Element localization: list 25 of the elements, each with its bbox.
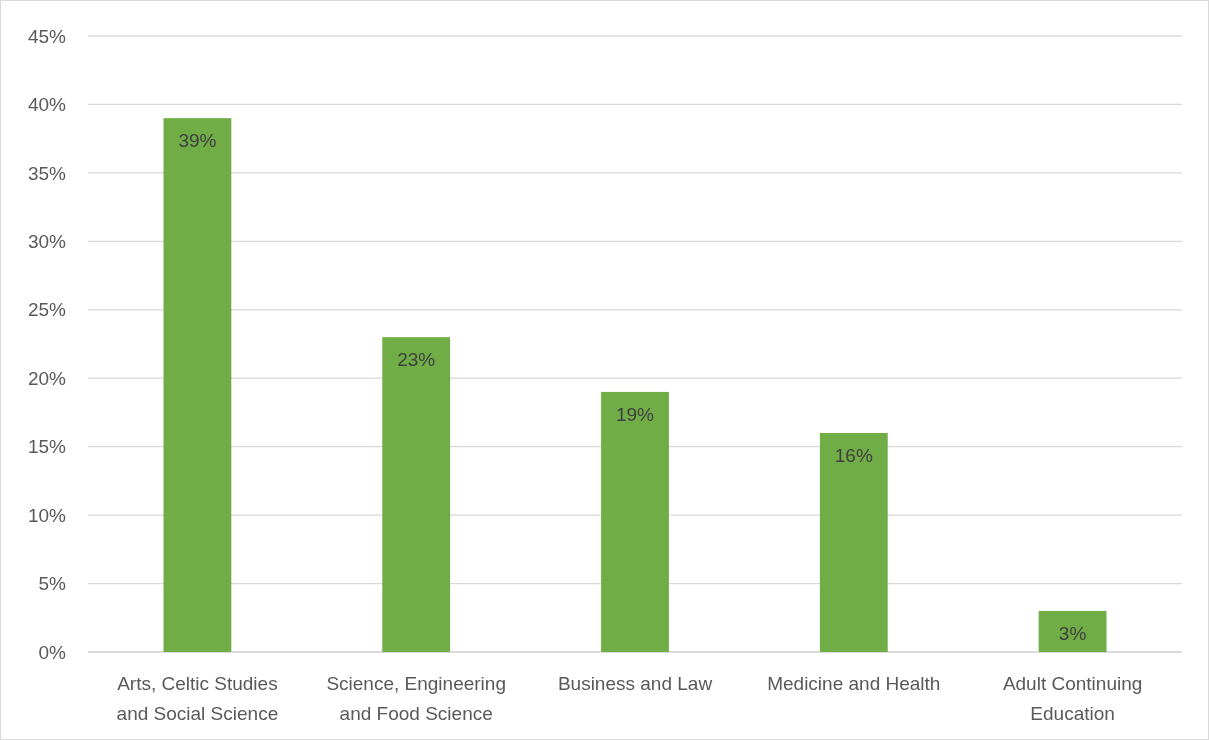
y-tick-label: 5% [38, 573, 67, 595]
y-tick-label: 30% [27, 230, 67, 252]
bar [601, 391, 669, 652]
x-tick-label: Arts, Celtic Studies and Social Science [116, 673, 279, 724]
y-tick-label: 35% [27, 162, 67, 184]
y-tick-label: 25% [27, 299, 67, 321]
bar [163, 118, 232, 652]
y-tick-label: 0% [38, 641, 67, 663]
data-label: 16% [834, 444, 873, 466]
y-tick-label: 15% [27, 436, 67, 458]
bar [382, 337, 451, 652]
y-tick-label: 10% [27, 504, 67, 526]
data-label: 39% [178, 130, 217, 152]
bar [1038, 610, 1107, 652]
data-label: 3% [1058, 622, 1087, 644]
x-tick-label: Science, Engineering and Food Science [326, 673, 506, 724]
bar [819, 432, 888, 652]
y-tick-label: 40% [27, 94, 67, 116]
data-label: 23% [397, 349, 436, 371]
y-tick-label: 45% [27, 25, 67, 47]
x-tick-label: Medicine and Health [767, 673, 941, 694]
x-tick-label: Business and Law [557, 673, 713, 694]
x-tick-label: Adult Continuing Education [1002, 673, 1143, 724]
data-label: 19% [615, 403, 655, 425]
y-tick-label: 20% [27, 367, 67, 389]
